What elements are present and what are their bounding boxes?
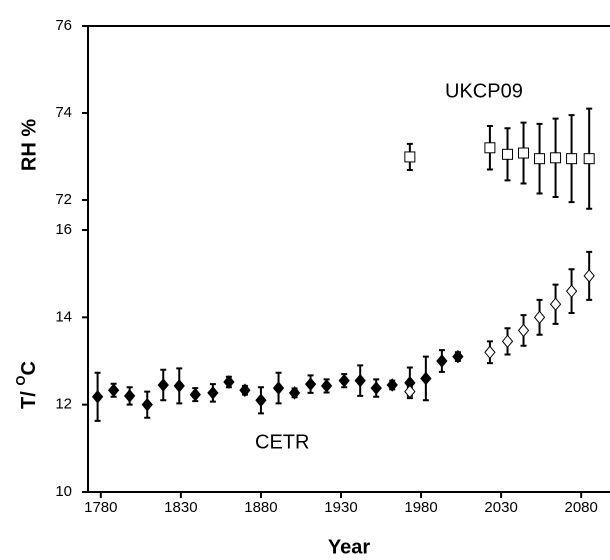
marker bbox=[255, 393, 267, 408]
x-tick-label: 1880 bbox=[244, 499, 277, 516]
marker bbox=[484, 345, 496, 360]
x-axis-title: Year bbox=[328, 536, 370, 558]
x-tick-label: 1980 bbox=[404, 499, 437, 516]
marker bbox=[338, 373, 350, 388]
marker bbox=[518, 147, 530, 159]
annotation: CETR bbox=[255, 431, 309, 453]
x-tick-label: 1830 bbox=[164, 499, 197, 516]
marker bbox=[404, 384, 416, 399]
marker bbox=[484, 142, 496, 154]
marker bbox=[436, 354, 448, 368]
marker bbox=[404, 151, 416, 163]
marker bbox=[583, 153, 595, 165]
x-tick-label: 1780 bbox=[84, 499, 117, 516]
marker bbox=[549, 297, 562, 312]
marker bbox=[420, 371, 432, 386]
marker bbox=[566, 153, 578, 165]
marker bbox=[502, 148, 514, 160]
marker bbox=[189, 387, 201, 402]
y-axis-title-end: C bbox=[18, 361, 40, 375]
y-tick-label: 14 bbox=[55, 308, 72, 325]
marker bbox=[354, 373, 366, 388]
marker bbox=[533, 310, 546, 325]
marker bbox=[304, 377, 317, 391]
marker bbox=[565, 284, 578, 298]
y-axis-title: RH % bbox=[18, 119, 40, 171]
marker bbox=[550, 152, 562, 164]
marker bbox=[223, 375, 235, 389]
x-tick-label: 1930 bbox=[324, 499, 357, 516]
y-tick-label: 16 bbox=[55, 221, 72, 238]
y-axis-title-sup: O bbox=[13, 375, 28, 385]
marker bbox=[207, 386, 219, 400]
marker bbox=[517, 323, 530, 338]
y-tick-label: 10 bbox=[55, 483, 72, 500]
marker bbox=[386, 378, 398, 392]
marker bbox=[370, 381, 382, 395]
y-tick-label: 76 bbox=[55, 17, 72, 34]
marker bbox=[239, 383, 251, 398]
marker bbox=[157, 378, 169, 392]
marker bbox=[141, 397, 153, 412]
y-axis-title: T/ OC bbox=[13, 361, 40, 409]
marker bbox=[534, 153, 546, 165]
y-tick-label: 12 bbox=[55, 396, 72, 413]
y-tick-label: 72 bbox=[55, 191, 72, 208]
marker bbox=[452, 349, 464, 364]
marker bbox=[173, 379, 185, 393]
marker bbox=[583, 269, 595, 283]
marker bbox=[107, 383, 120, 398]
annotation: UKCP09 bbox=[445, 80, 523, 102]
y-tick-label: 74 bbox=[55, 104, 72, 121]
x-tick-label: 2030 bbox=[484, 499, 517, 516]
marker bbox=[123, 389, 136, 403]
marker bbox=[288, 386, 301, 400]
marker bbox=[91, 390, 104, 404]
x-tick-label: 2080 bbox=[564, 499, 597, 516]
marker bbox=[501, 334, 514, 349]
marker bbox=[272, 381, 285, 395]
marker bbox=[320, 379, 333, 393]
y-axis-title: T/ bbox=[18, 386, 40, 409]
